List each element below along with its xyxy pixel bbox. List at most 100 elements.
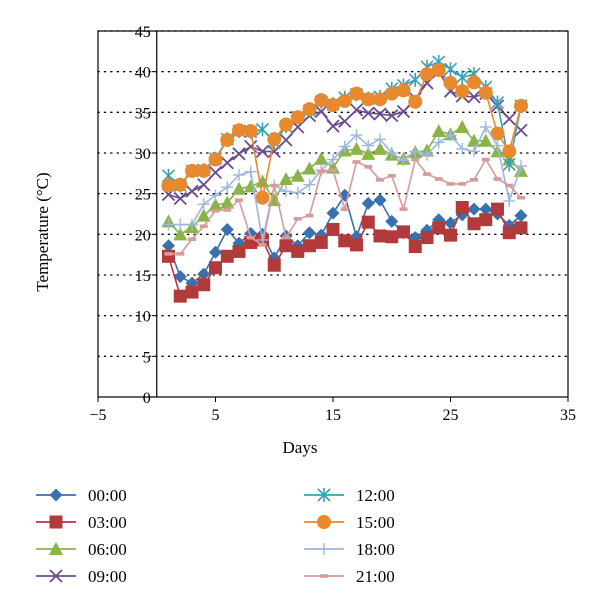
x-tick-label: 5 xyxy=(212,407,220,424)
y-tick-label: 35 xyxy=(135,105,151,122)
data-point xyxy=(490,126,505,141)
marker-stroke xyxy=(173,191,187,206)
data-point xyxy=(291,244,305,258)
data-point xyxy=(409,145,422,158)
data-point xyxy=(290,168,305,182)
data-point xyxy=(470,178,478,182)
data-point xyxy=(232,123,246,138)
data-point xyxy=(374,133,386,146)
data-point xyxy=(431,124,446,138)
data-point xyxy=(491,139,504,152)
legend-item: 00:00 xyxy=(36,486,127,505)
data-point xyxy=(255,190,270,205)
legend-marker xyxy=(317,515,331,529)
data-point xyxy=(314,93,329,108)
x-tick-label: 25 xyxy=(443,407,459,424)
data-point xyxy=(258,243,267,247)
data-point xyxy=(434,177,443,181)
data-point xyxy=(173,227,188,241)
data-point xyxy=(270,183,279,188)
data-point xyxy=(467,217,481,231)
data-point xyxy=(209,189,222,202)
series-0300 xyxy=(162,200,528,303)
data-point xyxy=(444,228,457,242)
data-point xyxy=(373,141,387,155)
data-point xyxy=(491,202,504,216)
data-point xyxy=(197,278,211,292)
axes xyxy=(97,30,569,402)
legend-label: 00:00 xyxy=(88,486,127,505)
data-point xyxy=(223,208,232,212)
data-point xyxy=(173,289,187,303)
data-point xyxy=(246,235,255,240)
y-tick-label: 0 xyxy=(143,390,151,407)
data-point xyxy=(291,120,305,134)
data-point xyxy=(362,139,375,152)
legend-marker xyxy=(320,574,328,578)
data-point xyxy=(385,214,399,228)
data-point xyxy=(162,239,175,253)
data-point xyxy=(220,249,234,263)
legend-item: 18:00 xyxy=(304,540,395,559)
data-point xyxy=(361,196,375,210)
legend-label: 21:00 xyxy=(356,567,395,586)
data-point xyxy=(397,154,410,167)
series-2100 xyxy=(164,157,525,256)
data-point xyxy=(456,142,469,155)
data-point xyxy=(411,157,420,162)
marker-stroke xyxy=(220,156,234,170)
data-point xyxy=(303,226,316,240)
y-tick-label: 25 xyxy=(135,187,151,204)
data-point xyxy=(327,153,339,166)
marker-stroke xyxy=(314,104,328,119)
data-point xyxy=(361,215,375,229)
data-point xyxy=(455,84,470,99)
data-point xyxy=(185,285,199,299)
y-tick-label: 15 xyxy=(135,268,151,285)
data-point xyxy=(220,222,234,236)
data-point xyxy=(478,133,493,147)
data-point xyxy=(279,133,293,147)
data-point xyxy=(329,168,337,172)
data-point xyxy=(387,173,396,178)
marker-stroke xyxy=(396,104,411,119)
legend-marker xyxy=(318,543,330,555)
data-point xyxy=(384,86,399,101)
data-point xyxy=(326,98,340,113)
data-point xyxy=(185,163,199,178)
data-point xyxy=(208,198,223,212)
data-point xyxy=(303,239,316,253)
data-point xyxy=(176,252,185,256)
data-point xyxy=(431,63,446,78)
data-point xyxy=(162,218,175,231)
marker-stroke xyxy=(373,107,387,121)
data-point xyxy=(361,106,375,120)
data-point xyxy=(432,136,445,149)
data-point xyxy=(517,195,525,200)
data-point xyxy=(349,141,364,155)
data-point xyxy=(186,218,198,231)
data-point xyxy=(280,185,292,198)
data-point xyxy=(408,94,423,109)
data-point xyxy=(376,178,384,182)
y-axis-label: Temperature (°C) xyxy=(33,172,52,291)
data-point xyxy=(326,206,340,220)
legend-label: 18:00 xyxy=(356,540,395,559)
marker-stroke xyxy=(349,103,364,117)
data-point xyxy=(185,184,199,198)
data-point xyxy=(361,146,376,160)
data-point xyxy=(514,98,528,113)
data-point xyxy=(235,198,243,202)
legend-item: 03:00 xyxy=(36,513,127,532)
data-point xyxy=(373,92,387,107)
marker-stroke xyxy=(467,90,481,104)
marker-stroke xyxy=(514,123,528,137)
data-point xyxy=(443,62,458,77)
data-point xyxy=(502,157,516,172)
data-point xyxy=(233,168,245,181)
marker-stroke xyxy=(49,569,63,583)
data-point xyxy=(455,70,469,85)
data-point xyxy=(279,117,293,132)
data-point xyxy=(314,104,328,119)
